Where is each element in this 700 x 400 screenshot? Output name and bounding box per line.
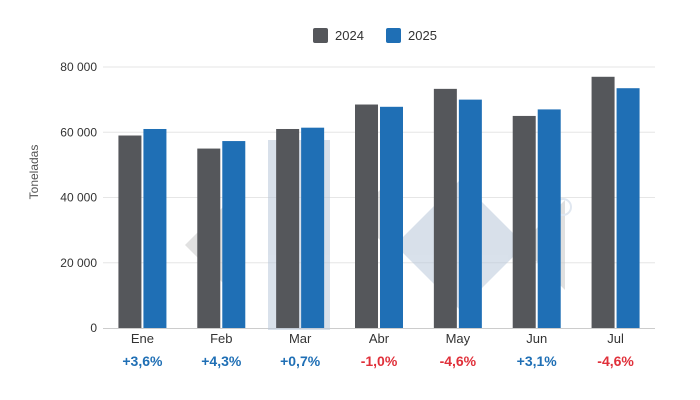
bar-2025-may: [458, 99, 482, 328]
bars: [118, 76, 640, 329]
x-tick-label: Jul: [607, 331, 624, 346]
change-label: +4,3%: [201, 353, 242, 369]
legend-label: 2025: [408, 28, 437, 43]
bar-2024-ene: [118, 135, 142, 328]
x-tick-label: Jun: [526, 331, 547, 346]
x-axis: Ene Feb Mar Abr May Jun Jul: [131, 331, 624, 346]
change-label: -1,0%: [361, 353, 398, 369]
change-label: +3,1%: [517, 353, 558, 369]
legend: 2024 2025: [313, 28, 437, 43]
bar-2024-feb: [197, 148, 221, 328]
x-tick-label: Mar: [289, 331, 312, 346]
bar-2024-jul: [591, 76, 615, 328]
change-label: -4,6%: [597, 353, 634, 369]
bar-2025-ene: [143, 128, 167, 328]
bar-2025-jun: [537, 109, 561, 328]
legend-swatch-2024: [313, 28, 328, 43]
x-tick-label: Ene: [131, 331, 154, 346]
bar-2024-jun: [512, 115, 536, 328]
y-axis-title: Toneladas: [27, 145, 41, 200]
y-tick-label: 40 000: [60, 191, 97, 205]
y-tick-label: 60 000: [60, 125, 97, 139]
bar-2025-mar: [301, 127, 325, 329]
change-label: -4,6%: [440, 353, 477, 369]
legend-swatch-2025: [386, 28, 401, 43]
x-tick-label: Feb: [210, 331, 232, 346]
change-label: +3,6%: [122, 353, 163, 369]
bar-2025-abr: [380, 106, 403, 329]
y-tick-label: 20 000: [60, 256, 97, 270]
bar-2024-mar: [276, 128, 300, 328]
legend-label: 2024: [335, 28, 364, 43]
x-tick-label: May: [446, 331, 471, 346]
y-tick-label: 0: [90, 321, 97, 335]
y-axis: 0 20 000 40 000 60 000 80 000: [60, 60, 97, 335]
bar-2024-abr: [355, 104, 378, 328]
bar-2025-jul: [616, 88, 640, 328]
bar-2024-may: [433, 88, 457, 328]
bar-2025-feb: [222, 141, 246, 328]
y-tick-label: 80 000: [60, 60, 97, 74]
change-labels: +3,6% +4,3% +0,7% -1,0% -4,6% +3,1% -4,6%: [122, 353, 634, 369]
change-label: +0,7%: [280, 353, 321, 369]
x-tick-label: Abr: [369, 331, 390, 346]
